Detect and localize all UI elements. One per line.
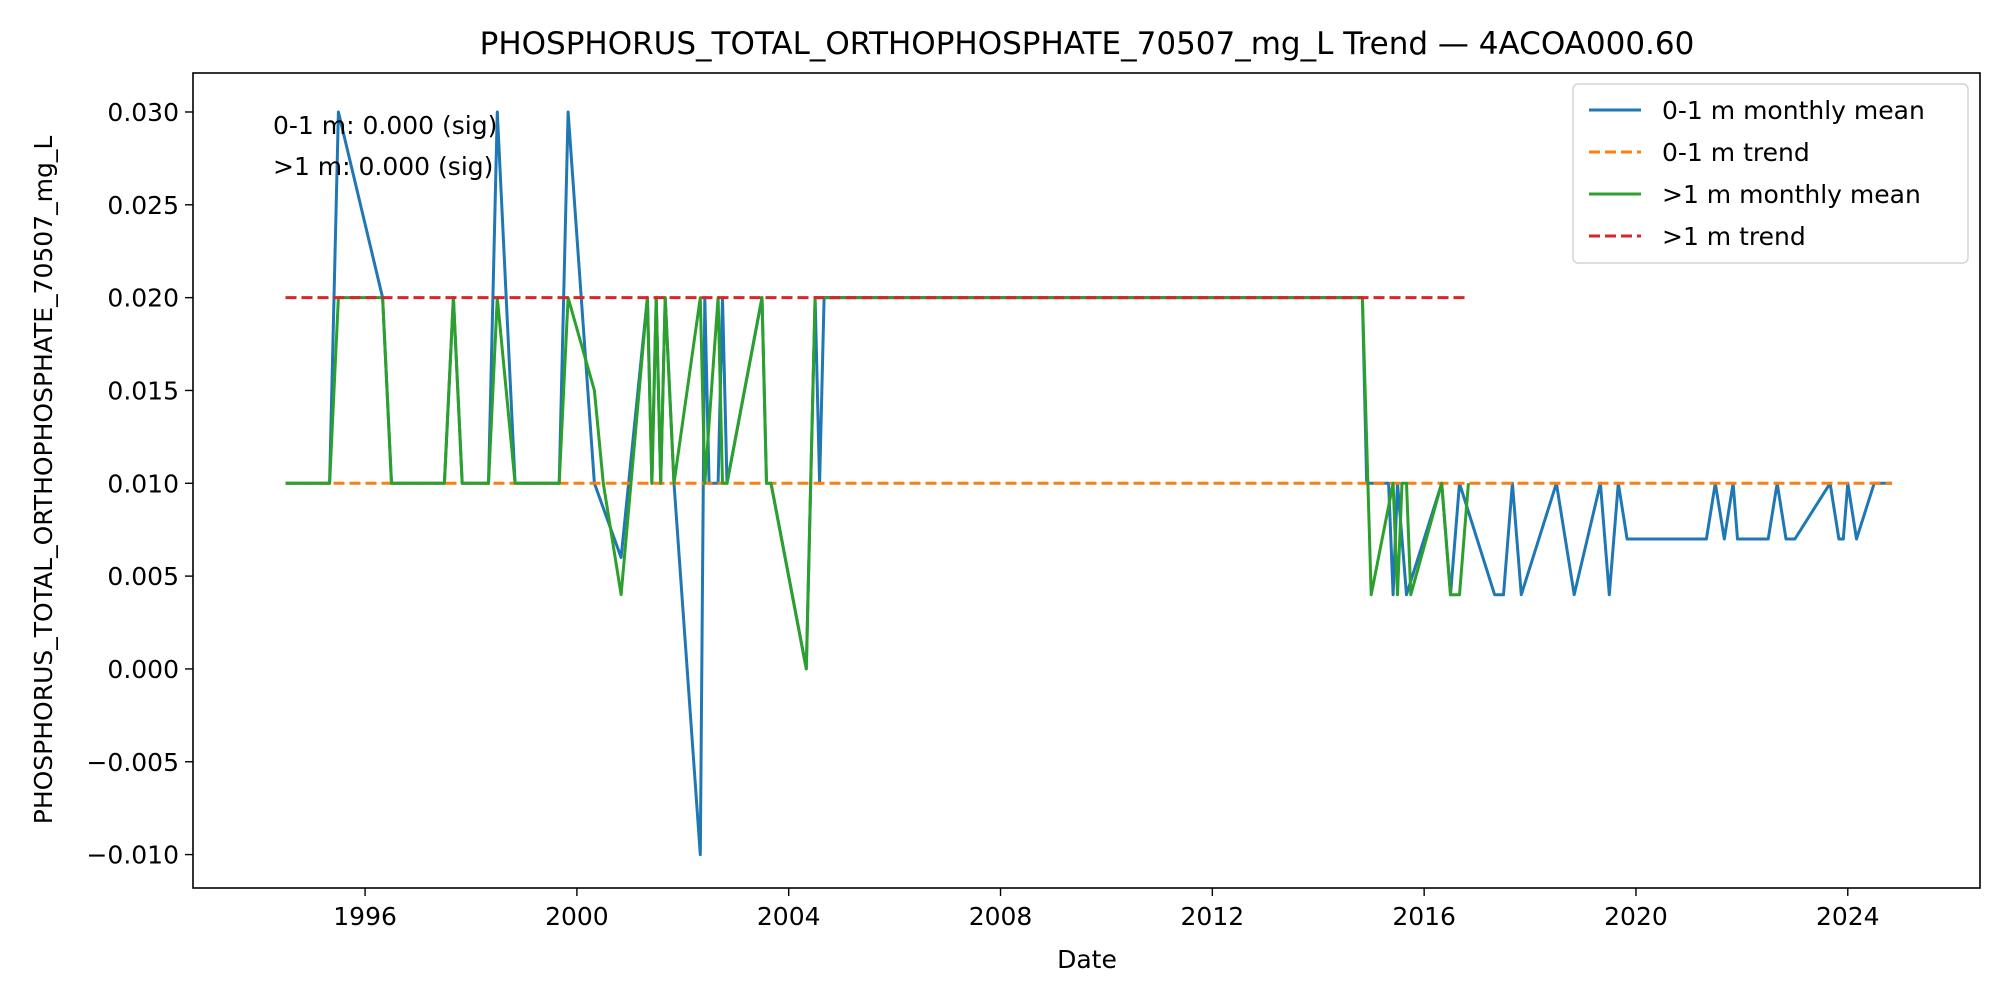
y-tick-label: 0.015 (107, 376, 179, 405)
y-tick-label: 0.005 (107, 562, 179, 591)
plot-area (285, 110, 1892, 857)
y-tick-label: 0.025 (107, 191, 179, 220)
x-tick-label: 2008 (969, 902, 1033, 931)
y-tick-label: 0.000 (107, 655, 179, 684)
y-axis-title: PHOSPHORUS_TOTAL_ORTHOPHOSPHATE_70507_mg… (29, 136, 58, 825)
x-tick-label: 2000 (545, 902, 609, 931)
legend-label-0-1-m-monthly-mean: 0-1 m monthly mean (1662, 96, 1925, 125)
axes-frame (192, 72, 1981, 889)
x-axis-title: Date (1057, 945, 1117, 974)
y-tick-label: −0.010 (86, 841, 179, 870)
y-tick-label: 0.010 (107, 469, 179, 498)
x-tick-label: 2024 (1816, 902, 1880, 931)
x-tick-label: 2020 (1604, 902, 1668, 931)
annotation-deep: >1 m: 0.000 (sig) (273, 152, 493, 181)
y-axis: −0.010 −0.005 0.000 0.005 0.010 0.015 0.020 0.0… (86, 98, 193, 870)
y-tick-label: 0.030 (107, 98, 179, 127)
legend-label-gt1-m-trend: >1 m trend (1662, 222, 1806, 251)
y-tick-label: −0.005 (86, 748, 179, 777)
legend-frame (1572, 83, 1969, 264)
x-tick-label: 2004 (757, 902, 821, 931)
x-axis: 1996 2000 2004 2008 2012 2016 2020 2024 (333, 888, 1880, 931)
chart-title: PHOSPHORUS_TOTAL_ORTHOPHOSPHATE_70507_mg… (480, 26, 1695, 62)
legend-label-0-1-m-trend: 0-1 m trend (1662, 138, 1810, 167)
legend-label-gt1-m-monthly-mean: >1 m monthly mean (1662, 180, 1921, 209)
stats-annotation: 0-1 m: 0.000 (sig) >1 m: 0.000 (sig) (273, 111, 497, 181)
x-tick-label: 2012 (1181, 902, 1245, 931)
legend: 0-1 m monthly mean 0-1 m trend >1 m monthl… (1572, 83, 1969, 264)
x-tick-label: 2016 (1392, 902, 1456, 931)
y-tick-label: 0.020 (107, 284, 179, 313)
x-tick-label: 1996 (333, 902, 397, 931)
annotation-shallow: 0-1 m: 0.000 (sig) (273, 111, 497, 140)
series-line-gt1-m-monthly-mean (285, 296, 1470, 671)
